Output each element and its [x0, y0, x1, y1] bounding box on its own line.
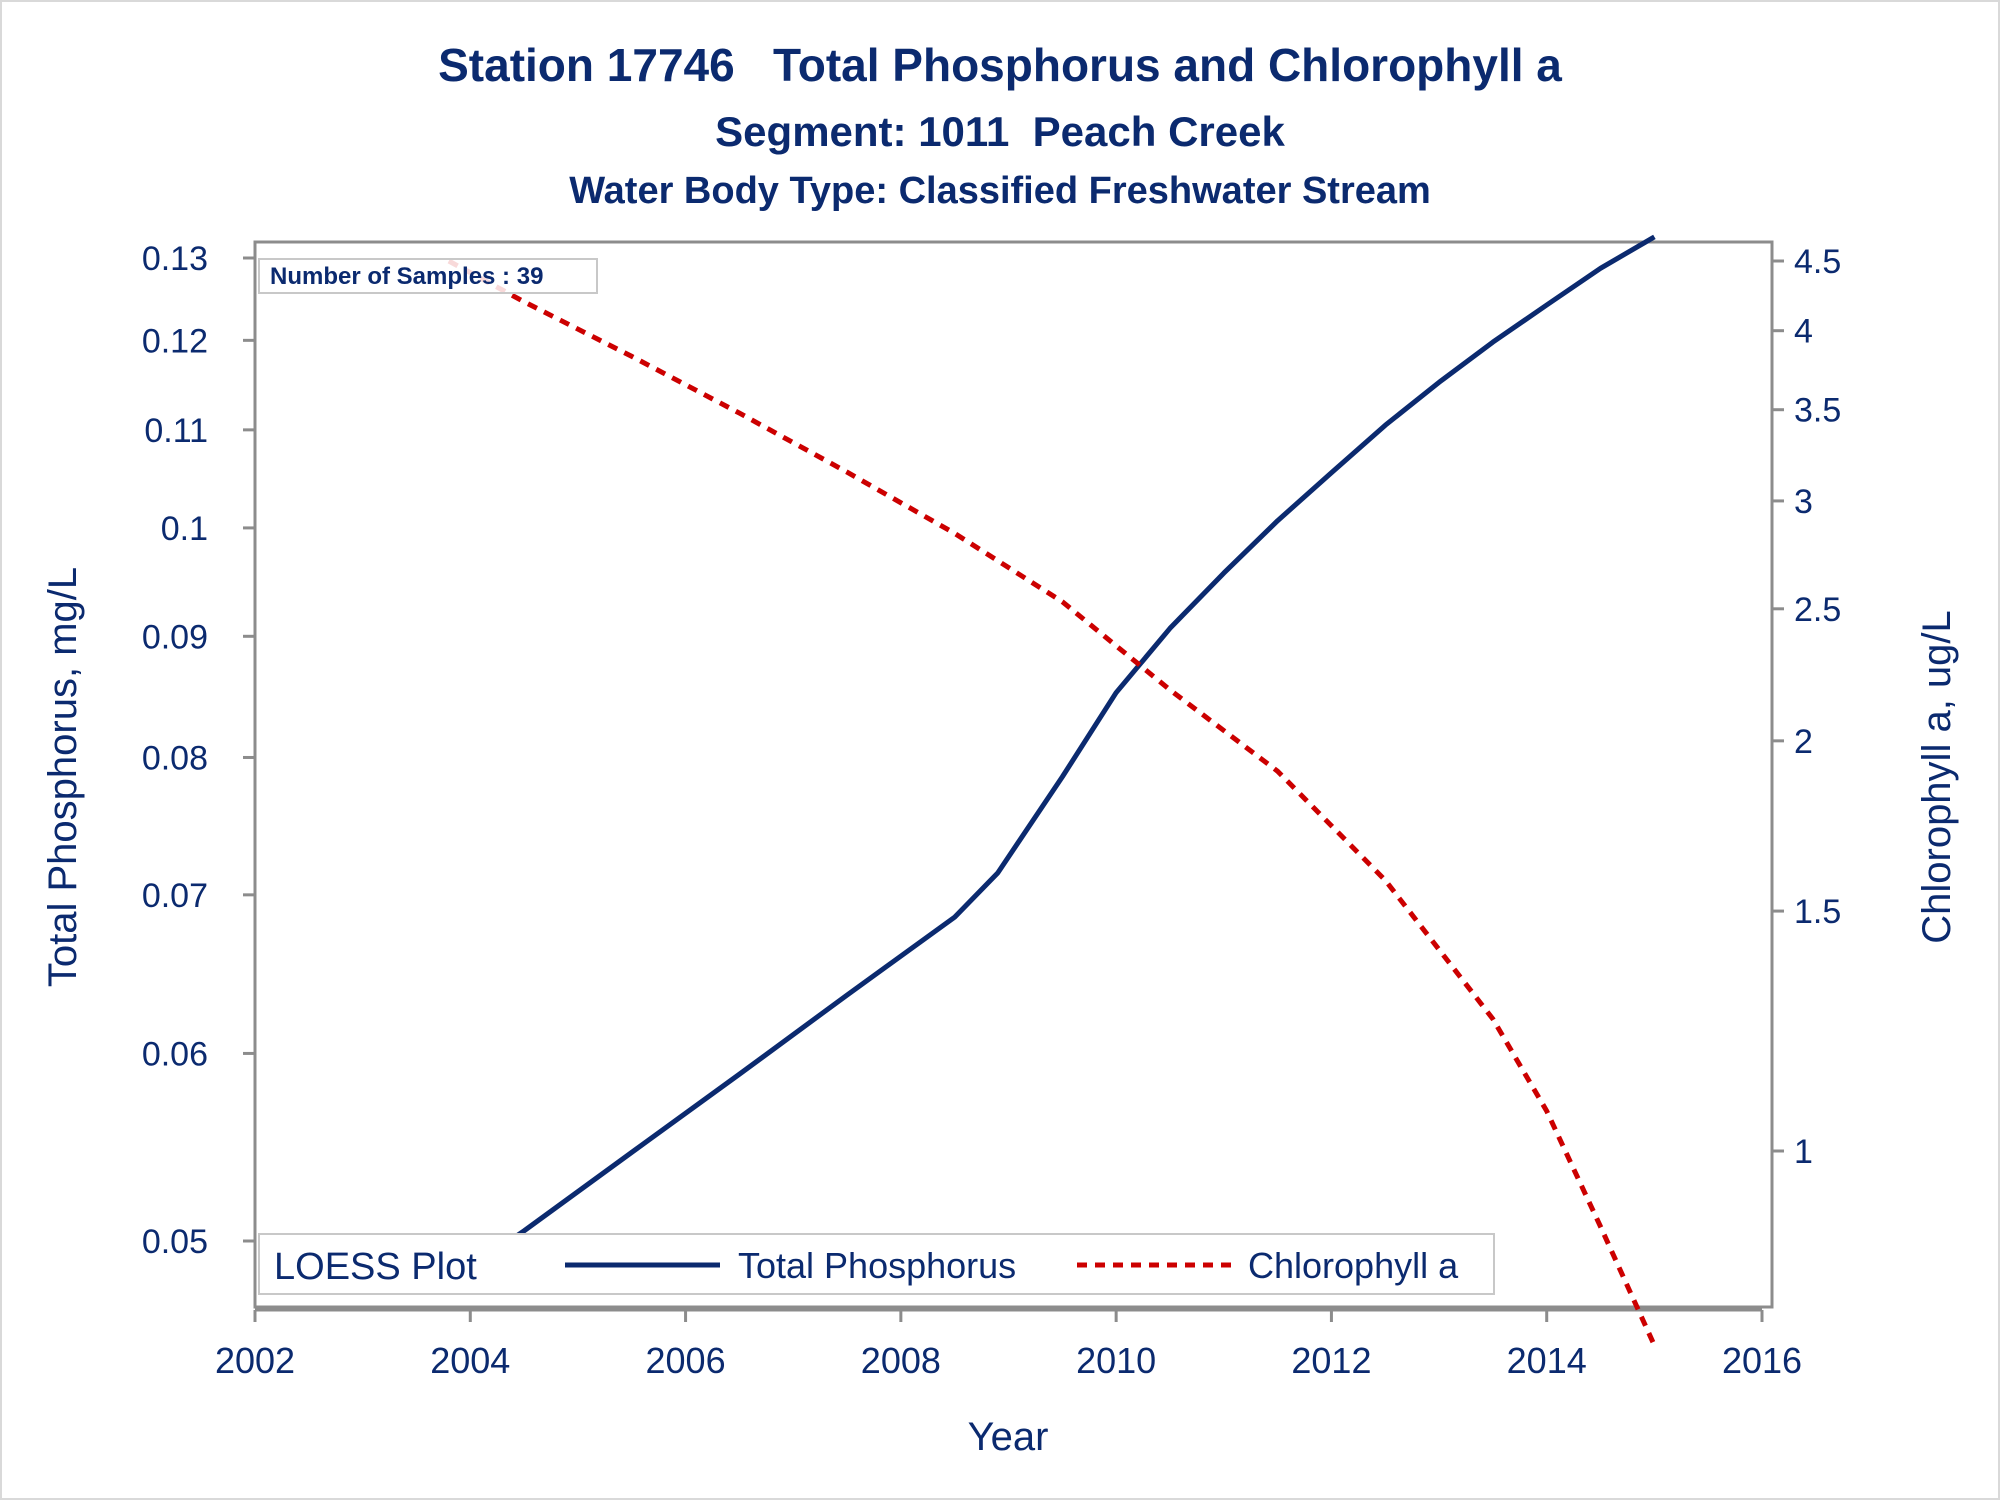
y-left-tick-label-7: 0.12: [142, 322, 208, 360]
y-left-tick-label-6: 0.11: [144, 412, 208, 450]
y-axis-right: 1 1.5 2 2.5 3 3.5 4 4.5: [1772, 243, 1841, 1171]
y-left-tick-label-0: 0.05: [142, 1223, 208, 1261]
x-tick-label-2012: 2012: [1291, 1340, 1371, 1381]
y-axis-left-label: Total Phosphorus, mg/L: [41, 567, 85, 987]
y-axis-right-label: Chlorophyll a, ug/L: [1915, 610, 1959, 944]
x-tick-label-2014: 2014: [1507, 1340, 1587, 1381]
y-right-tick-label-2: 2: [1794, 723, 1813, 761]
y-left-tick-label-4: 0.09: [142, 618, 208, 656]
series-line-total-phosphorus: [447, 234, 1656, 1286]
series-layer: [447, 234, 1657, 1347]
y-left-tick-label-1: 0.06: [142, 1035, 208, 1073]
y-right-tick-label-1: 1.5: [1794, 893, 1841, 931]
y-axis-left: 0.05 0.06 0.07 0.08 0.09 0.1 0.11 0.12 0.13: [142, 240, 255, 1261]
legend-label-total-phosphorus: Total Phosphorus: [738, 1245, 1016, 1286]
legend-title: LOESS Plot: [274, 1246, 477, 1288]
sample-count-inset: Number of Samples : 39: [258, 258, 598, 294]
sample-count-box: [258, 258, 598, 294]
legend-label-chlorophyll-a: Chlorophyll a: [1248, 1245, 1459, 1286]
x-tick-label-2010: 2010: [1076, 1340, 1156, 1381]
chart-title: Station 17746 Total Phosphorus and Chlor…: [438, 39, 1562, 91]
plot-area-border: [253, 240, 1774, 1309]
chart-subtitle-waterbody: Water Body Type: Classified Freshwater S…: [569, 170, 1431, 212]
x-tick-label-2016: 2016: [1722, 1340, 1802, 1381]
sample-count-label: Number of Samples : 39: [270, 263, 543, 290]
x-tick-label-2006: 2006: [646, 1340, 726, 1381]
x-tick-label-2008: 2008: [861, 1340, 941, 1381]
y-left-tick-label-3: 0.08: [142, 739, 208, 777]
legend: LOESS Plot Total Phosphorus Chlorophyll …: [258, 1233, 1495, 1295]
x-axis: 2002 2004 2006 2008 2010 2012 2014 2016: [215, 1308, 1802, 1381]
y-right-tick-label-6: 4: [1794, 313, 1813, 351]
y-right-tick-label-4: 3: [1794, 483, 1813, 521]
y-right-tick-label-7: 4.5: [1794, 243, 1841, 281]
y-right-tick-label-5: 3.5: [1794, 392, 1841, 430]
y-right-tick-label-3: 2.5: [1794, 591, 1841, 629]
y-left-tick-label-5: 0.1: [161, 510, 208, 548]
y-left-tick-label-2: 0.07: [142, 877, 208, 915]
x-tick-label-2002: 2002: [215, 1340, 295, 1381]
x-tick-label-2004: 2004: [430, 1340, 510, 1381]
y-left-tick-label-8: 0.13: [142, 240, 208, 278]
series-line-chlorophyll-a: [447, 258, 1657, 1347]
legend-box: [258, 1233, 1495, 1295]
x-axis-label: Year: [968, 1415, 1049, 1459]
chart-subtitle-segment: Segment: 1011 Peach Creek: [715, 108, 1285, 155]
y-right-tick-label-0: 1: [1794, 1133, 1813, 1171]
